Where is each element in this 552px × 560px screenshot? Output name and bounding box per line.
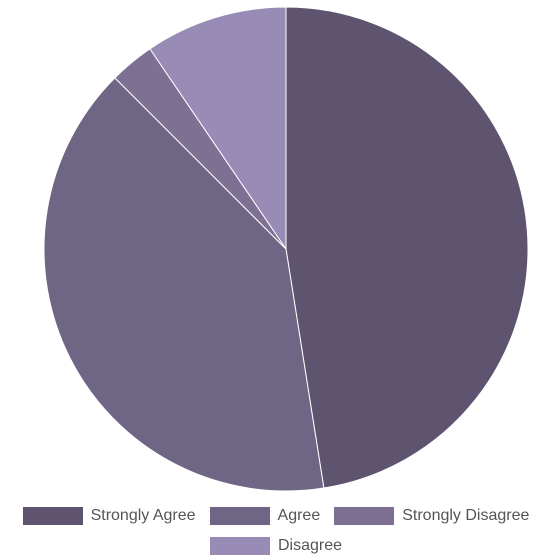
legend-item-strongly-disagree[interactable]: Strongly Disagree <box>334 504 529 528</box>
legend-swatch <box>209 507 270 525</box>
legend-swatch <box>209 537 270 555</box>
legend-swatch <box>334 507 395 525</box>
legend-item-agree[interactable]: Agree <box>209 504 321 528</box>
pie-slices <box>43 6 529 492</box>
legend-label: Agree <box>277 507 321 524</box>
legend-label: Disagree <box>277 537 343 554</box>
pie-slice-agree[interactable] <box>43 77 325 492</box>
pie-chart <box>43 6 529 492</box>
legend-label: Strongly Disagree <box>402 507 530 524</box>
legend-swatch <box>22 507 83 525</box>
legend-item-strongly-agree[interactable]: Strongly Agree <box>22 504 196 528</box>
pie-slice-disagree[interactable] <box>149 6 287 251</box>
legend-item-disagree[interactable]: Disagree <box>209 534 343 558</box>
chart-legend: Strongly Agree Agree Strongly Disagree Disa… <box>0 504 552 558</box>
pie-slice-strongly-agree[interactable] <box>285 6 529 489</box>
legend-label: Strongly Agree <box>90 507 196 524</box>
